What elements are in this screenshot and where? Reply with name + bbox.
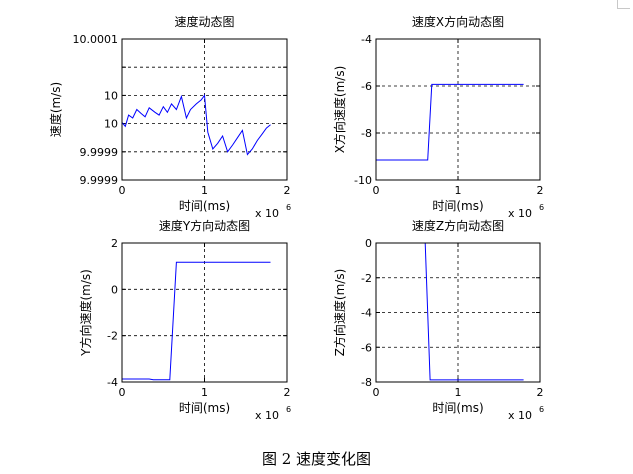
y-tick-label: -8 [361,127,372,140]
y-tick-label: 10 [104,89,118,102]
x-tick-label: 2 [284,184,291,197]
y-tick-label: 9.9999 [80,174,119,187]
y-axis-label: 速度(m/s) [48,82,63,137]
x-exponent-label: x 10 [255,207,279,220]
x-exponent-power: 6 [539,203,544,212]
y-tick-label: -4 [107,376,118,389]
corner-mark [617,0,630,9]
x-tick-label: 1 [455,386,462,399]
y-axis-label: Y方向速度(m/s) [78,269,93,357]
x-tick-label: 2 [284,386,291,399]
plot-area [122,39,287,180]
chart-title: 速度Z方向动态图 [412,218,504,233]
y-tick-label: -4 [361,307,372,320]
x-axis-label: 时间(ms) [179,401,230,415]
y-tick-label: -10 [354,174,372,187]
x-tick-label: 0 [373,184,380,197]
axes-frame [121,242,288,383]
figure-caption: 图 2 速度变化图 [261,450,372,468]
x-axis-label: 时间(ms) [179,199,230,213]
chart-title: 速度Y方向动态图 [159,218,250,233]
x-exponent-label: x 10 [508,409,532,422]
x-axis-label: 时间(ms) [432,401,483,415]
chart-title: 速度动态图 [174,14,234,29]
x-exponent-power: 6 [539,405,544,414]
x-tick-label: 1 [201,184,208,197]
x-exponent-label: x 10 [508,207,532,220]
axes-frame [121,38,288,181]
x-tick-label: 1 [201,386,208,399]
x-exponent-label: x 10 [255,409,279,422]
x-tick-label: 0 [119,386,126,399]
y-tick-label: -6 [361,80,372,93]
y-tick-label: 2 [111,237,118,250]
axes-frame [375,242,541,383]
series-line-0 [376,83,524,161]
x-tick-label: 0 [119,184,126,197]
y-tick-label: 10.0001 [73,33,119,46]
y-tick-label: -6 [361,341,372,354]
x-tick-label: 0 [373,386,380,399]
chart-title: 速度X方向动态图 [412,14,504,29]
x-exponent-power: 6 [286,405,291,414]
series-line-0 [122,261,271,381]
series-line-0 [121,94,271,156]
x-tick-label: 1 [455,184,462,197]
x-tick-label: 2 [537,386,544,399]
y-tick-label: 10 [104,118,118,131]
x-exponent-power: 6 [286,203,291,212]
y-tick-label: -8 [361,376,372,389]
x-tick-label: 2 [537,184,544,197]
y-tick-label: -2 [361,272,372,285]
y-tick-label: -2 [107,330,118,343]
y-tick-label: 0 [111,283,118,296]
y-tick-label: 0 [365,237,372,250]
x-axis-label: 时间(ms) [432,199,483,213]
axes-frame [375,38,541,181]
y-axis-label: X方向速度(m/s) [332,66,347,154]
plot-area [376,39,540,180]
y-axis-label: Z方向速度(m/s) [332,269,347,357]
y-tick-label: 9.9999 [80,146,119,159]
y-tick-label: -4 [361,33,372,46]
